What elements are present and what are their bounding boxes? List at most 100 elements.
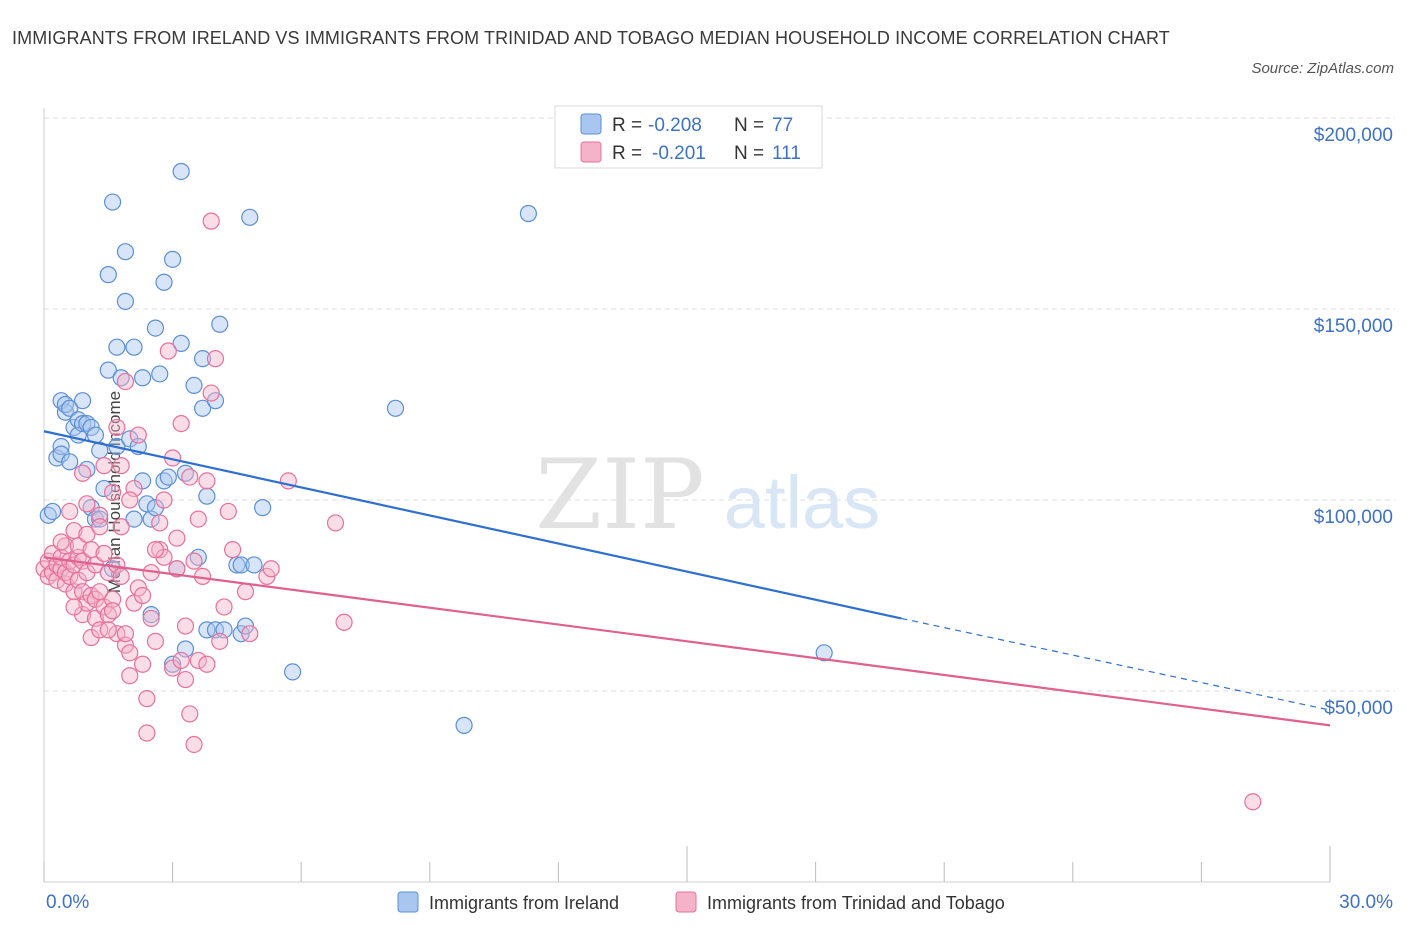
trinidad-point-60[interactable] xyxy=(142,609,160,628)
trinidad-point-47[interactable] xyxy=(112,518,130,536)
ireland-point-14[interactable] xyxy=(73,415,92,433)
trinidad-point-76[interactable] xyxy=(181,468,199,486)
trinidad-point-106[interactable] xyxy=(91,518,109,536)
ireland-point-74[interactable] xyxy=(455,716,473,734)
ireland-point-70[interactable] xyxy=(245,556,263,574)
trinidad-point-51[interactable] xyxy=(121,667,139,685)
trinidad-point-97[interactable] xyxy=(52,533,70,551)
trinidad-point-86[interactable] xyxy=(215,598,233,616)
ireland-point-40[interactable] xyxy=(142,605,160,624)
trinidad-point-99[interactable] xyxy=(146,541,165,559)
ireland-point-9[interactable] xyxy=(61,399,79,417)
trinidad-point-49[interactable] xyxy=(116,625,135,643)
legend-bottom-swatch-trinidad[interactable] xyxy=(675,891,697,913)
ireland-point-51[interactable] xyxy=(172,334,190,352)
trinidad-point-57[interactable] xyxy=(133,655,152,673)
trinidad-point-94[interactable] xyxy=(326,514,345,532)
ireland-point-47[interactable] xyxy=(159,468,177,486)
ireland-point-24[interactable] xyxy=(99,361,117,379)
trinidad-point-87[interactable] xyxy=(219,502,237,521)
ireland-point-72[interactable] xyxy=(284,663,302,681)
trinidad-point-65[interactable] xyxy=(155,491,173,509)
trinidad-point-85[interactable] xyxy=(206,350,225,368)
trinidad-point-73[interactable] xyxy=(176,670,195,689)
trinidad-point-100[interactable] xyxy=(103,602,122,620)
trinidad-point-92[interactable] xyxy=(262,560,280,578)
trinidad-point-95[interactable] xyxy=(335,613,353,631)
trinidad-point-42[interactable] xyxy=(103,483,122,501)
trinidad-point-70[interactable] xyxy=(168,560,186,578)
ireland-point-29[interactable] xyxy=(108,338,126,356)
ireland-point-69[interactable] xyxy=(241,208,259,226)
ireland-point-67[interactable] xyxy=(232,556,250,574)
trinidad-point-83[interactable] xyxy=(202,212,220,230)
trinidad-point-105[interactable] xyxy=(189,510,207,528)
trinidad-point-58[interactable] xyxy=(138,690,156,708)
ireland-point-49[interactable] xyxy=(164,655,182,673)
ireland-point-34[interactable] xyxy=(125,510,143,528)
trinidad-point-64[interactable] xyxy=(151,514,169,532)
trinidad-point-90[interactable] xyxy=(241,625,259,643)
ireland-point-75[interactable] xyxy=(519,204,537,223)
trinidad-point-45[interactable] xyxy=(108,418,126,437)
trinidad-point-96[interactable] xyxy=(78,495,96,513)
trinidad-point-74[interactable] xyxy=(176,617,195,635)
trinidad-point-78[interactable] xyxy=(185,735,203,754)
ireland-point-45[interactable] xyxy=(155,273,173,291)
trinidad-point-89[interactable] xyxy=(236,583,255,601)
ireland-point-38[interactable] xyxy=(133,369,152,387)
trinidad-point-59[interactable] xyxy=(138,724,156,742)
trinidad-point-46[interactable] xyxy=(112,567,130,586)
trinidad-point-102[interactable] xyxy=(65,598,83,616)
ireland-point-63[interactable] xyxy=(211,315,229,333)
ireland-point-71[interactable] xyxy=(254,499,272,517)
trinidad-point-101[interactable] xyxy=(112,457,130,475)
trinidad-point-81[interactable] xyxy=(198,472,216,490)
trinidad-point-14[interactable] xyxy=(61,502,79,521)
ireland-point-44[interactable] xyxy=(151,365,169,383)
trinidad-point-98[interactable] xyxy=(73,464,92,482)
trinidad-point-107[interactable] xyxy=(133,586,152,605)
trinidad-point-50[interactable] xyxy=(116,372,135,391)
trinidad-point-108[interactable] xyxy=(99,621,117,639)
trinidad-point-77[interactable] xyxy=(185,552,203,570)
ireland-point-59[interactable] xyxy=(198,487,216,505)
ireland-point-57[interactable] xyxy=(194,399,212,417)
ireland-point-32[interactable] xyxy=(116,243,135,261)
trinidad-point-84[interactable] xyxy=(202,384,220,402)
ireland-point-26[interactable] xyxy=(103,193,122,211)
ireland-point-13[interactable] xyxy=(73,392,92,410)
ireland-point-55[interactable] xyxy=(185,376,203,394)
ireland-point-31[interactable] xyxy=(116,292,135,310)
trinidad-point-72[interactable] xyxy=(172,651,190,670)
trinidad-point-103[interactable] xyxy=(121,491,139,509)
ireland-point-73[interactable] xyxy=(386,399,405,417)
trinidad-point-109[interactable] xyxy=(211,632,229,650)
ireland-point-23[interactable] xyxy=(95,479,113,498)
trinidad-point-38[interactable] xyxy=(95,457,113,475)
ireland-point-58[interactable] xyxy=(194,350,212,368)
trinidad-point-110[interactable] xyxy=(1244,793,1262,811)
ireland-point-25[interactable] xyxy=(99,266,117,284)
ireland-point-76[interactable] xyxy=(815,644,833,662)
legend-bottom-swatch-ireland[interactable] xyxy=(397,891,419,913)
ireland-point-43[interactable] xyxy=(146,319,165,337)
ireland-point-52[interactable] xyxy=(172,162,190,181)
trinidad-point-79[interactable] xyxy=(189,651,207,670)
trinidad-point-56[interactable] xyxy=(129,426,147,444)
ireland-point-35[interactable] xyxy=(125,338,143,356)
legend-bottom-label-ireland[interactable]: Immigrants from Ireland xyxy=(429,893,619,913)
legend-bottom-label-trinidad[interactable]: Immigrants from Trinidad and Tobago xyxy=(707,893,1005,913)
ireland-point-1[interactable] xyxy=(43,502,62,521)
trinidad-point-75[interactable] xyxy=(181,705,199,723)
trinidad-point-82[interactable] xyxy=(198,655,216,673)
trinidad-point-67[interactable] xyxy=(159,342,177,360)
trinidad-point-37[interactable] xyxy=(95,544,113,563)
ireland-point-48[interactable] xyxy=(164,250,182,268)
ireland-point-8[interactable] xyxy=(61,453,79,471)
trinidad-point-52[interactable] xyxy=(121,644,139,662)
trinidad-point-71[interactable] xyxy=(172,415,190,433)
trinidad-point-104[interactable] xyxy=(168,529,186,547)
trinidad-point-88[interactable] xyxy=(224,541,242,559)
trinidad-point-62[interactable] xyxy=(146,632,165,650)
